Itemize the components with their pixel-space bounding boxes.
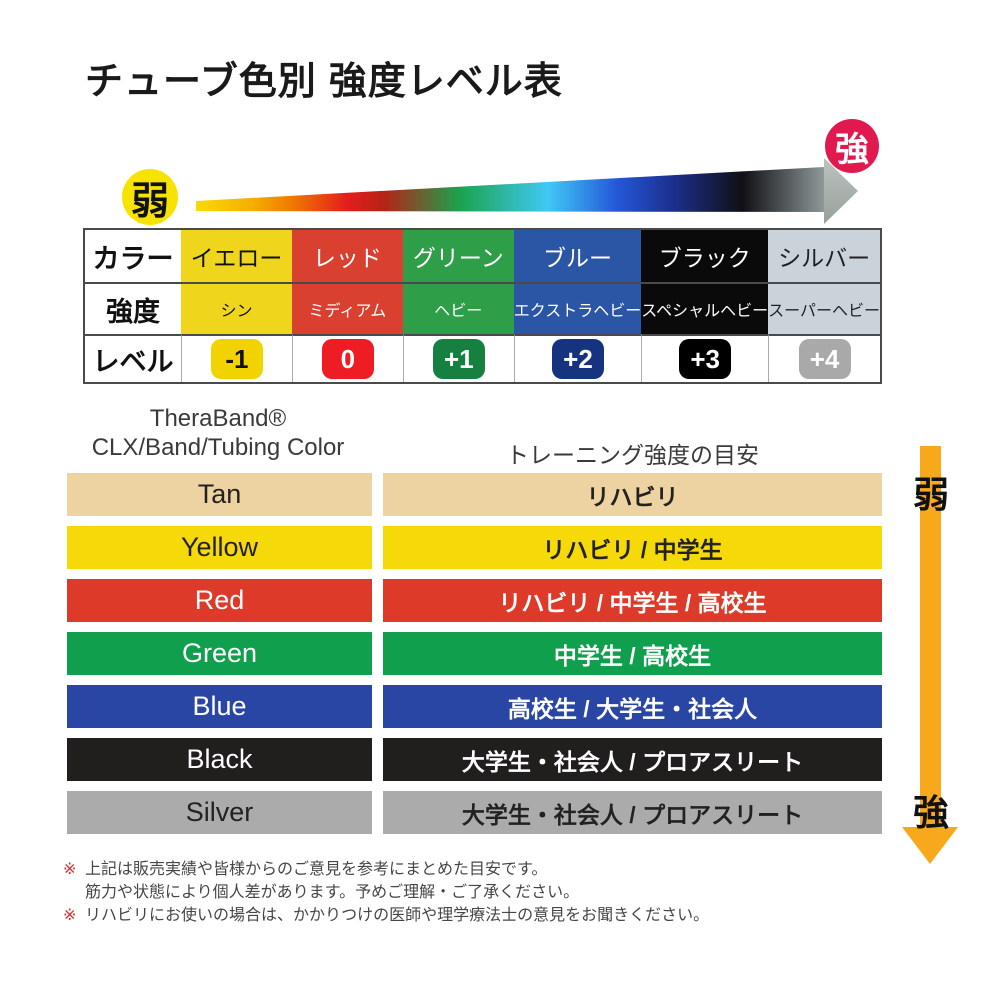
usage-target-tan: リハビリ — [383, 473, 882, 516]
usage-target-green: 中学生 / 高校生 — [383, 632, 882, 675]
footnote-text-1: 上記は販売実績や皆様からのご意見を参考にまとめた目安です。 — [85, 861, 548, 878]
gradient-arrow-shaft — [196, 167, 824, 212]
usage-target-silver: 大学生・社会人 / プロアスリート — [383, 791, 882, 834]
row-header-strength: 強度 — [85, 282, 181, 334]
usage-target-blue: 高校生 / 大学生・社会人 — [383, 685, 882, 728]
footnote-line-3: ※ リハビリにお使いの場合は、かかりつけの医師や理学療法士の意見をお聞きください… — [63, 904, 709, 927]
level-badge-yellow: -1 — [210, 339, 263, 379]
row-header-color: カラー — [85, 230, 181, 282]
strength-cell-blue: エクストラヘビー — [513, 282, 642, 334]
strength-cell-black: スペシャルヘビー — [641, 282, 769, 334]
level-cell-black: +3 — [641, 334, 769, 382]
level-cell-red: 0 — [291, 334, 403, 382]
usage-table: Tan リハビリ Yellow リハビリ / 中学生 Red リハビリ / 中学… — [67, 473, 882, 834]
color-cell-yellow: イエロー — [181, 230, 292, 282]
usage-color-green: Green — [67, 632, 372, 675]
title-part1: チューブ色別 — [85, 61, 317, 103]
usage-table-left-header: TheraBand® CLX/Band/Tubing Color — [63, 404, 373, 462]
usage-color-silver: Silver — [67, 791, 372, 834]
vertical-weak-label: 弱 — [912, 474, 949, 515]
brand-subtitle: CLX/Band/Tubing Color — [91, 434, 345, 461]
strong-badge: 強 — [825, 119, 879, 173]
footnote-text-3: リハビリにお使いの場合は、かかりつけの医師や理学療法士の意見をお聞きください。 — [85, 907, 710, 924]
color-cell-green: グリーン — [402, 230, 514, 282]
color-cell-blue: ブルー — [513, 230, 642, 282]
row-header-level: レベル — [85, 334, 181, 382]
level-cell-silver: +4 — [768, 334, 880, 382]
usage-table-right-header: トレーニング強度の目安 — [506, 442, 759, 468]
usage-target-black: 大学生・社会人 / プロアスリート — [383, 738, 882, 781]
footnote-marker-1: ※ — [63, 861, 77, 878]
gradient-arrow-head — [824, 158, 858, 224]
page-title: チューブ色別 強度レベル表 — [85, 58, 563, 106]
level-cell-yellow: -1 — [181, 334, 292, 382]
usage-target-red: リハビリ / 中学生 / 高校生 — [383, 579, 882, 622]
level-badge-blue: +2 — [552, 339, 604, 379]
footnote-line-1: ※ 上記は販売実績や皆様からのご意見を参考にまとめた目安です。 — [63, 858, 709, 881]
level-cell-blue: +2 — [513, 334, 642, 382]
usage-color-blue: Blue — [67, 685, 372, 728]
footnote-marker-2 — [63, 881, 85, 904]
footnotes: ※ 上記は販売実績や皆様からのご意見を参考にまとめた目安です。 筋力や状態により… — [63, 858, 709, 927]
footnote-line-2: 筋力や状態により個人差があります。予めご理解・ご了承ください。 — [63, 881, 709, 904]
strength-cell-green: ヘビー — [402, 282, 514, 334]
level-cell-green: +1 — [402, 334, 514, 382]
strength-level-table: カラー イエロー レッド グリーン ブルー ブラック シルバー 強度 シン ミデ… — [83, 228, 882, 384]
color-cell-black: ブラック — [641, 230, 769, 282]
vertical-strength-arrow — [902, 446, 958, 864]
usage-color-yellow: Yellow — [67, 526, 372, 569]
strength-cell-yellow: シン — [181, 282, 292, 334]
color-cell-red: レッド — [291, 230, 403, 282]
brand-name: TheraBand® — [149, 405, 287, 432]
vertical-strong-label: 強 — [912, 792, 949, 833]
level-badge-red: 0 — [321, 339, 374, 379]
color-cell-silver: シルバー — [768, 230, 880, 282]
footnote-text-2: 筋力や状態により個人差があります。予めご理解・ご了承ください。 — [85, 884, 580, 901]
usage-target-yellow: リハビリ / 中学生 — [383, 526, 882, 569]
weak-badge: 弱 — [122, 169, 178, 225]
usage-color-tan: Tan — [67, 473, 372, 516]
usage-color-red: Red — [67, 579, 372, 622]
vertical-arrow-shaft — [920, 446, 941, 829]
level-badge-green: +1 — [432, 339, 485, 379]
vertical-arrow-head — [902, 827, 958, 864]
level-badge-silver: +4 — [798, 339, 851, 379]
usage-color-black: Black — [67, 738, 372, 781]
strength-gradient-arrow — [196, 158, 858, 224]
strength-cell-silver: スーパーヘビー — [768, 282, 880, 334]
strength-cell-red: ミディアム — [291, 282, 403, 334]
title-part2: 強度レベル表 — [328, 61, 563, 103]
footnote-marker-3: ※ — [63, 907, 77, 924]
level-badge-black: +3 — [679, 339, 732, 379]
